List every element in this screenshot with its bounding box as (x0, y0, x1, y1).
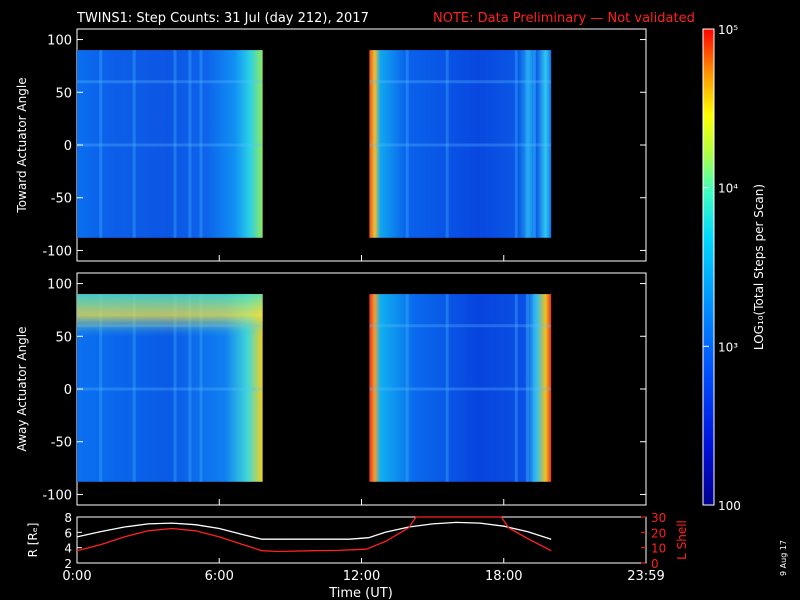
orbit-lines (76, 516, 552, 553)
time-tick-label: 12:00 (343, 569, 380, 584)
away-stripe (405, 294, 409, 482)
colorbar-tick-label: 10³ (718, 340, 738, 354)
away-stripe (514, 294, 518, 482)
away-y-tick-label: 100 (47, 278, 72, 293)
colorbar-ticks: 10⁵ 10⁴ 10³ 100 (703, 23, 741, 513)
away-stripe (532, 294, 536, 482)
toward-stripe (199, 50, 203, 238)
toward-stripe (445, 50, 449, 238)
toward-stripe (132, 50, 136, 238)
chart-title: TWINS1: Step Counts: 31 Jul (day 212), 2… (76, 11, 369, 26)
away-data-block (369, 294, 552, 482)
date-stamp: 9 Aug 17 (779, 540, 788, 576)
away-y-tick-label: -100 (42, 488, 72, 503)
away-y-axis-label: Away Actuator Angle (15, 326, 29, 451)
toward-stripe (99, 50, 103, 238)
away-stripe (132, 294, 136, 482)
colorbar-tick-label: 10⁴ (718, 182, 738, 196)
colorbar-tick-label: 100 (718, 499, 741, 513)
away-stripe (199, 294, 203, 482)
away-y-ticks: 100 50 0 -50 -100 (42, 278, 647, 505)
away-angle-line (77, 387, 263, 391)
away-stripe (99, 294, 103, 482)
time-tick-label: 6:00 (205, 569, 234, 584)
away-y-tick-label: 0 (64, 383, 72, 398)
lshell-axis-label: L Shell (675, 520, 689, 560)
away-stripe (173, 294, 177, 482)
away-y-tick-label: -50 (51, 436, 72, 451)
radius-tick-label: 6 (64, 526, 72, 540)
toward-stripe (514, 50, 518, 238)
away-stripe (525, 294, 529, 482)
time-tick-label: 18:00 (485, 569, 522, 584)
colorbar-tick-label: 10⁵ (718, 23, 738, 37)
colorbar-label: LOG₁₀(Total Steps per Scan) (752, 184, 766, 350)
away-angle-line (369, 387, 552, 391)
toward-heatmap-panel: 100 50 0 -50 -100 Toward Actuator Angle (15, 28, 647, 262)
away-heatmap-data (77, 294, 552, 482)
time-tick-label: 23:59 (627, 569, 664, 584)
toward-heatmap-data (77, 50, 552, 238)
toward-angle-line (369, 80, 552, 84)
lshell-tick-label: 30 (651, 511, 666, 525)
radius-tick-label: 2 (64, 557, 72, 571)
toward-stripe (525, 50, 529, 238)
away-angle-line (369, 324, 552, 328)
toward-stripe (405, 50, 409, 238)
toward-y-tick-label: 0 (64, 139, 72, 154)
toward-stripe (188, 50, 192, 238)
radius-axis-label: R [Rₑ] (26, 523, 40, 558)
toward-angle-line (369, 143, 552, 147)
colorbar: 10⁵ 10⁴ 10³ 100 LOG₁₀(Total Steps per Scan) (702, 23, 766, 513)
toward-y-tick-label: -100 (42, 244, 72, 259)
radius-tick-label: 4 (64, 542, 72, 556)
away-stripe (188, 294, 192, 482)
lshell-tick-label: 20 (651, 526, 666, 540)
away-heatmap-panel: 100 50 0 -50 -100 Away Actuator Angle (15, 272, 647, 506)
lshell-tick-label: 0 (651, 557, 659, 571)
toward-stripe (532, 50, 536, 238)
toward-stripe (173, 50, 177, 238)
toward-y-tick-label: -50 (51, 192, 72, 207)
toward-data-block (77, 50, 263, 238)
chart-note: NOTE: Data Preliminary — Not validated (433, 11, 695, 26)
away-high-count-band (77, 294, 263, 337)
away-stripe (445, 294, 449, 482)
lshell-tick-label: 10 (651, 542, 666, 556)
radius-tick-label: 8 (64, 511, 72, 525)
orbit-panel-frame (76, 516, 647, 564)
away-y-tick-label: 50 (55, 330, 72, 345)
radius-line (76, 521, 552, 540)
toward-y-ticks: 100 50 0 -50 -100 (42, 34, 647, 261)
time-axis-label: Time (UT) (328, 586, 393, 600)
toward-y-tick-label: 100 (47, 34, 72, 49)
toward-y-tick-label: 50 (55, 86, 72, 101)
toward-angle-line (77, 80, 263, 84)
lshell-line (76, 516, 552, 553)
toward-angle-line (77, 143, 263, 147)
time-tick-label: 0:00 (62, 569, 91, 584)
toward-data-block (369, 50, 552, 238)
colorbar-ramp (702, 28, 715, 506)
toward-y-axis-label: Toward Actuator Angle (15, 77, 29, 213)
